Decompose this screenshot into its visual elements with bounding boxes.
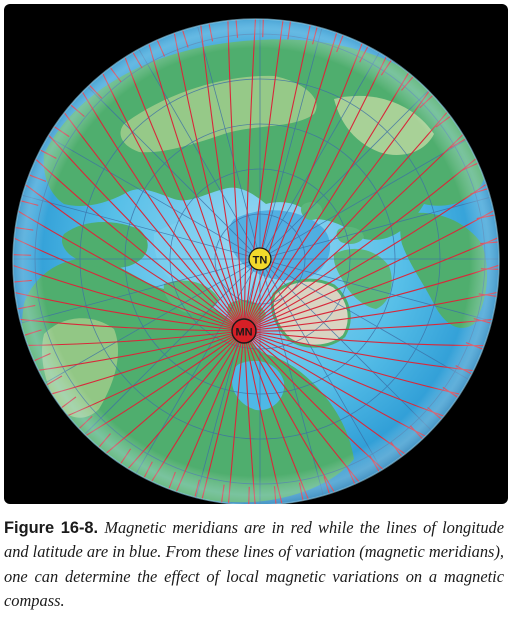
figure-caption: Figure 16-8. Magnetic meridians are in r… xyxy=(4,516,504,614)
globe-outline xyxy=(12,18,500,504)
magnetic-north-marker: MN xyxy=(231,318,257,344)
magnetic-north-label: MN xyxy=(235,327,252,339)
true-north-marker: TN xyxy=(248,247,272,271)
caption-text: Magnetic meridians are in red while the … xyxy=(4,518,504,611)
figure-panel: TN MN xyxy=(4,4,508,504)
true-north-label: TN xyxy=(253,255,268,267)
caption-label: Figure 16-8. xyxy=(4,519,99,537)
globe-illustration: TN MN xyxy=(12,18,500,504)
